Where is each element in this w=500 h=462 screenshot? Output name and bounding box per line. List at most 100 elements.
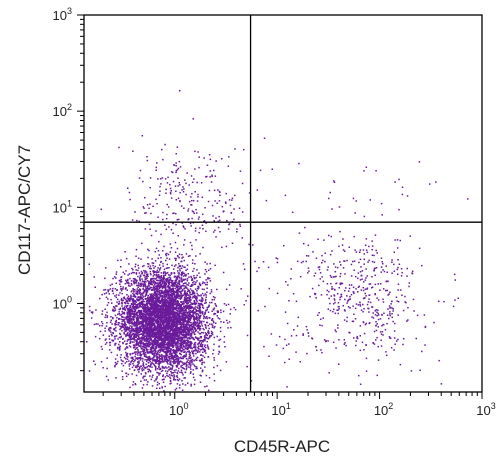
data-point [162,278,165,280]
data-point [195,366,198,368]
data-point [171,292,173,295]
data-point [158,337,160,339]
data-point [171,368,173,371]
data-point [160,272,163,274]
data-point [137,299,139,301]
data-point [187,314,189,316]
data-point [214,325,216,328]
data-point [185,285,187,287]
data-point [150,329,153,332]
data-point [116,316,118,319]
data-point [208,304,210,306]
data-point [94,335,97,338]
data-point [163,285,166,287]
data-point [203,294,205,297]
data-point [180,365,182,367]
data-point [215,305,218,307]
data-point [143,375,145,378]
data-point [164,333,167,335]
data-point [136,318,138,320]
data-point [132,301,134,304]
data-point [191,361,193,363]
data-point [104,330,106,332]
data-point [105,325,108,327]
data-point [146,292,148,294]
data-point [150,289,153,291]
data-point [173,379,175,381]
data-point [200,312,202,314]
data-point [201,292,204,295]
data-point [180,278,182,281]
data-point [140,294,142,296]
data-point [144,346,146,348]
data-point [175,306,177,309]
data-point [139,342,141,345]
data-point [176,255,179,257]
data-point [148,301,150,304]
data-point [151,326,153,329]
data-point [126,355,128,358]
data-point [205,327,207,329]
data-point [133,341,135,343]
data-point [131,331,133,333]
data-point [155,347,157,350]
data-point [143,326,146,328]
data-point [137,269,139,272]
data-point [171,283,174,285]
data-point [189,329,191,331]
data-point [136,312,138,314]
data-point [185,273,187,276]
data-point [112,292,115,295]
data-point [167,253,170,256]
data-point [177,290,179,292]
data-point [146,352,149,354]
data-point [182,321,184,324]
data-point [135,248,138,251]
data-point [175,369,177,371]
data-point [139,279,141,281]
data-point [172,300,174,303]
data-point [135,255,137,257]
data-point [156,387,158,390]
data-point [142,342,144,344]
data-point [113,310,116,312]
data-point [161,379,164,381]
data-point [176,275,179,277]
data-point [156,317,159,320]
data-point [155,332,157,334]
data-point [145,363,147,365]
data-point [110,351,113,354]
data-point [133,346,136,349]
data-point [111,302,113,304]
data-point [133,321,136,324]
data-point [177,266,179,269]
data-point [154,369,157,371]
data-point [127,281,130,284]
data-point [183,362,186,365]
data-point [194,359,197,361]
data-point [199,283,202,286]
data-point [142,345,145,348]
data-point [126,347,129,349]
data-point [138,305,141,308]
data-point [170,372,173,374]
data-point [151,335,154,338]
data-point [180,346,183,349]
data-point [159,285,161,287]
data-point [154,300,156,302]
data-point [176,278,178,280]
data-point [156,275,159,277]
data-point [158,254,160,256]
data-point [166,341,169,344]
data-point [184,318,186,321]
data-point [165,323,167,326]
data-point [106,341,108,344]
data-point [135,322,137,324]
data-point [180,353,182,356]
data-point [131,267,133,270]
data-point [145,271,148,273]
data-point [140,295,142,298]
data-point [189,324,191,326]
data-point [171,349,174,352]
data-point [104,339,107,341]
